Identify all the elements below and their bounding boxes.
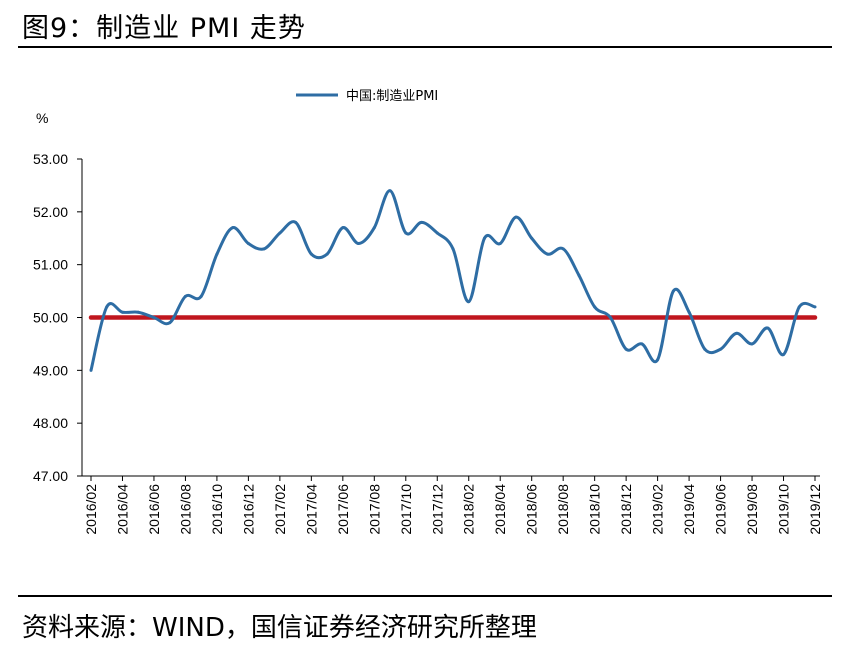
data-point [719,347,723,351]
data-point [246,242,250,246]
x-tick-label: 2016/12 [240,484,256,535]
y-axis: 47.00 48.00 49.00 50.00 51.00 52.00 53.00 [33,151,83,484]
data-point [152,316,156,319]
data-point [278,231,282,235]
x-axis: 2016/02 2016/04 2016/06 2016/08 2016/10 2016/… [82,475,823,535]
x-tick-label: 2018/10 [587,484,603,535]
x-tick-label: 2018/08 [555,484,571,535]
data-point [262,247,266,251]
data-point [309,252,313,256]
data-point [420,220,424,224]
data-point [467,300,471,304]
data-point [766,326,770,330]
data-point [105,305,109,309]
x-tick-label: 2019/12 [807,484,823,535]
series-line-manufacturing-pmi [89,189,816,371]
data-point [782,352,786,356]
x-tick-label: 2018/02 [461,484,477,535]
x-tick-label: 2018/06 [524,484,540,535]
data-point [624,347,628,351]
x-tick-label: 2017/10 [398,484,414,535]
y-tick-label: 51.00 [33,257,68,273]
data-point [750,342,754,346]
data-point [703,347,707,351]
data-point [325,252,329,256]
x-tick-label: 2019/04 [681,484,697,535]
data-point [545,252,549,256]
data-point [183,294,187,298]
data-point [120,310,124,314]
x-tick-label: 2016/06 [146,484,162,535]
y-axis-unit: % [36,110,48,126]
x-tick-label: 2019/08 [744,484,760,535]
data-point [797,305,801,309]
y-tick-label: 52.00 [33,204,68,220]
data-point [561,247,565,251]
data-point [372,226,376,230]
data-point [498,242,502,246]
data-point [734,331,738,335]
data-point [89,368,93,372]
data-point [577,273,581,277]
chart-legend: 中国:制造业PMI [296,89,438,104]
data-point [608,316,612,319]
data-point [813,305,817,309]
x-tick-label: 2016/08 [177,484,193,535]
figure-title: 图9：制造业 PMI 走势 [22,13,306,44]
x-tick-label: 2018/04 [492,484,508,535]
data-point [593,305,597,309]
data-point [231,226,235,230]
x-tick-label: 2016/10 [209,484,225,535]
legend-label: 中国:制造业PMI [346,89,438,104]
y-tick-label: 53.00 [33,151,68,167]
data-point [341,226,345,230]
y-tick-label: 49.00 [33,362,68,378]
data-point [388,189,392,193]
y-tick-label: 48.00 [33,415,68,431]
data-point [168,321,172,325]
data-point [357,242,361,246]
x-tick-label: 2017/12 [429,484,445,535]
x-tick-label: 2017/08 [366,484,382,535]
x-tick-label: 2019/10 [776,484,792,535]
y-tick-label: 50.00 [33,310,68,326]
data-point [514,215,518,219]
data-point [530,236,534,240]
pmi-line-chart: 中国:制造业PMI % 47.00 48.00 49.00 50.00 51.00 52.… [33,89,823,535]
data-point [294,220,298,224]
data-point [687,310,691,314]
y-tick-label: 47.00 [33,468,68,484]
data-point [215,252,219,256]
source-note: 资料来源：WIND，国信证券经济研究所整理 [22,613,537,643]
x-tick-label: 2018/12 [618,484,634,535]
data-point [199,294,203,298]
top-divider [18,46,832,48]
data-point [404,231,408,235]
data-point [656,358,660,362]
data-point [435,231,439,235]
data-point [640,342,644,346]
bottom-divider [18,595,832,597]
x-tick-label: 2016/02 [83,484,99,535]
series-group [89,189,817,372]
x-tick-label: 2017/02 [272,484,288,535]
x-tick-label: 2017/04 [303,484,319,535]
data-point [482,236,486,240]
x-tick-label: 2019/06 [713,484,729,535]
x-tick-label: 2016/04 [114,484,130,535]
data-point [136,310,140,314]
x-tick-label: 2019/02 [650,484,666,535]
x-tick-label: 2017/06 [335,484,351,535]
data-point [451,247,455,251]
data-point [671,289,675,293]
